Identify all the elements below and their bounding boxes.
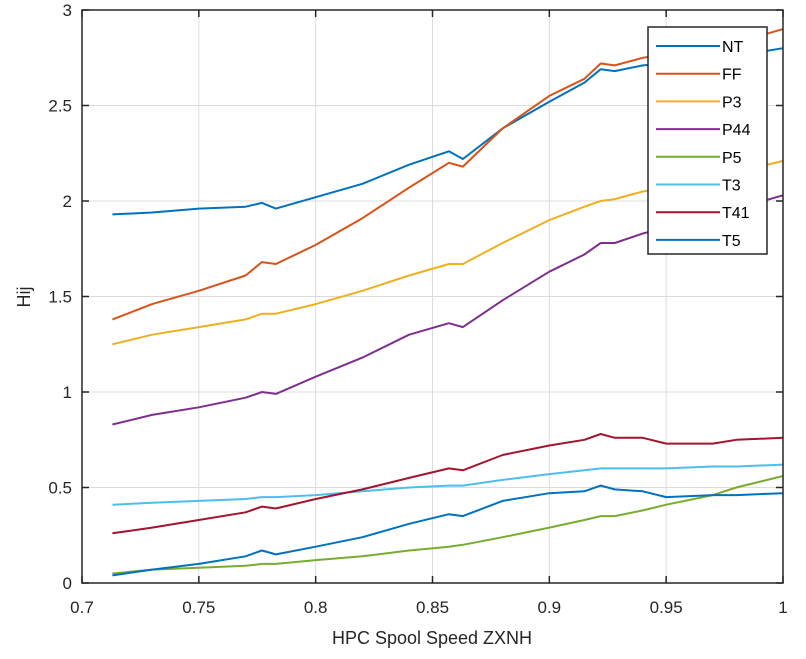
y-tick-label: 1 xyxy=(63,383,72,402)
x-tick-label: 0.95 xyxy=(650,598,683,617)
y-tick-label: 1.5 xyxy=(48,288,72,307)
legend-item-p3: P3 xyxy=(656,94,742,111)
legend-item-ff: FF xyxy=(656,67,742,84)
y-tick-label: 3 xyxy=(63,1,72,20)
series-line-p5 xyxy=(112,475,784,575)
legend-label: FF xyxy=(722,67,742,84)
legend-label: NT xyxy=(722,39,744,56)
x-tick-label: 0.9 xyxy=(538,598,562,617)
legend: NT FF P3 P44 P5 T3 T41 T5 xyxy=(647,26,768,255)
x-tick-labels: 0.7 0.75 0.8 0.85 0.9 0.95 1 xyxy=(70,598,788,617)
y-tick-label: 0 xyxy=(63,574,72,593)
legend-item-p5: P5 xyxy=(656,150,742,167)
series-line-t3 xyxy=(112,463,784,506)
legend-label: P5 xyxy=(722,150,742,167)
series-line-t5 xyxy=(112,484,784,577)
legend-label: T3 xyxy=(722,178,741,195)
y-tick-label: 2 xyxy=(63,192,72,211)
legend-item-p44: P44 xyxy=(656,122,751,139)
legend-item-t5: T5 xyxy=(656,233,741,250)
x-tick-label: 0.8 xyxy=(304,598,328,617)
y-tick-label: 2.5 xyxy=(48,97,72,116)
legend-label: T41 xyxy=(722,205,750,222)
y-tick-label: 0.5 xyxy=(48,479,72,498)
axis-ticks xyxy=(81,9,784,584)
y-axis-label: Hij xyxy=(14,287,34,308)
legend-label: P44 xyxy=(722,122,751,139)
legend-item-nt: NT xyxy=(656,39,744,56)
x-tick-label: 0.75 xyxy=(182,598,215,617)
legend-item-t3: T3 xyxy=(656,178,741,195)
legend-label: T5 xyxy=(722,233,741,250)
series-line-t41 xyxy=(112,433,784,535)
legend-label: P3 xyxy=(722,94,742,111)
x-tick-label: 0.85 xyxy=(416,598,449,617)
x-tick-label: 1 xyxy=(778,598,787,617)
legend-item-t41: T41 xyxy=(656,205,750,222)
y-tick-labels: 0 0.5 1 1.5 2 2.5 3 xyxy=(48,1,72,593)
x-tick-label: 0.7 xyxy=(70,598,94,617)
x-axis-label: HPC Spool Speed ZXNH xyxy=(332,628,532,648)
legend-box xyxy=(647,26,768,255)
